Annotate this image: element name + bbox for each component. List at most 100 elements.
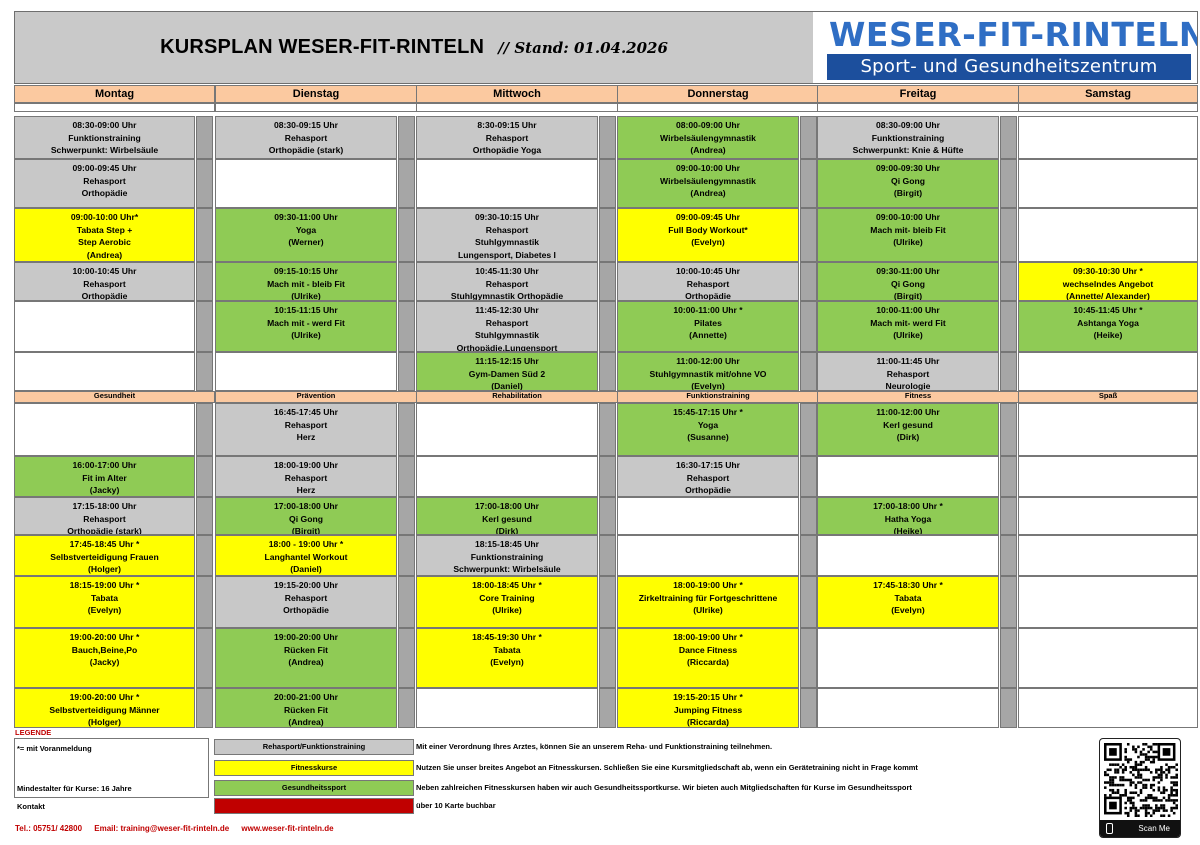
course-cell[interactable]: 09:00-10:00 Uhr Wirbelsäulengymnastik (And… <box>617 159 799 208</box>
course-cell[interactable]: 18:00 - 19:00 Uhr * Langhantel Workout (Da… <box>215 535 397 576</box>
course-cell[interactable]: 18:00-19:00 Uhr * Dance Fitness (Riccarda) <box>617 628 799 688</box>
course-cell[interactable]: 11:00-11:45 Uhr Rehasport Neurologie <box>817 352 999 391</box>
course-cell[interactable]: 19:00-20:00 Uhr * Selbstverteidigung Männ… <box>14 688 195 728</box>
empty-slot <box>14 352 195 391</box>
course-time: 11:15-12:15 Uhr <box>475 356 539 366</box>
column-separator <box>398 576 415 628</box>
qr-code[interactable]: Scan Me <box>1099 738 1181 838</box>
legend-desc-zusatz: über 10 Karte buchbar <box>416 801 496 810</box>
empty-slot <box>1018 403 1198 456</box>
course-cell[interactable]: 16:00-17:00 Uhr Fit im Alter (Jacky) <box>14 456 195 497</box>
column-separator <box>800 535 817 576</box>
course-cell[interactable]: 15:45-17:15 Uhr * Yoga (Susanne) <box>617 403 799 456</box>
course-cell[interactable]: 18:00-19:00 Uhr * Zirkeltraining für Fort… <box>617 576 799 628</box>
empty-slot <box>817 456 999 497</box>
course-cell[interactable]: 17:45-18:45 Uhr * Selbstverteidigung Frau… <box>14 535 195 576</box>
course-line: (Ulrike) <box>492 605 522 616</box>
course-time: 18:45-19:30 Uhr * <box>472 632 542 642</box>
course-time: 08:30-09:00 Uhr <box>72 120 137 130</box>
course-cell[interactable]: 10:00-11:00 Uhr Mach mit- werd Fit (Ulrike… <box>817 301 999 352</box>
course-cell[interactable]: 09:00-09:45 Uhr Rehasport Orthopädie <box>14 159 195 208</box>
course-cell[interactable]: 10:00-10:45 Uhr Rehasport Orthopädie <box>617 262 799 301</box>
course-cell[interactable]: 20:00-21:00 Uhr Rücken Fit (Andrea) <box>215 688 397 728</box>
course-line: (Daniel) <box>290 564 322 575</box>
course-cell[interactable]: 10:15-11:15 Uhr Mach mit - werd Fit (Ulrik… <box>215 301 397 352</box>
course-time: 10:15-11:15 Uhr <box>274 305 338 315</box>
course-cell[interactable]: 10:45-11:30 Uhr Rehasport Stuhlgymnastik O… <box>416 262 598 301</box>
course-cell[interactable]: 18:00-19:00 Uhr Rehasport Herz <box>215 456 397 497</box>
course-line: Rehasport <box>886 368 930 379</box>
blank-strip <box>14 103 215 112</box>
course-line: (Annette) <box>689 330 727 341</box>
course-time: 10:00-10:45 Uhr <box>675 266 740 276</box>
course-cell[interactable]: 11:00-12:00 Uhr Kerl gesund (Dirk) <box>817 403 999 456</box>
column-separator <box>800 116 817 159</box>
course-cell[interactable]: 11:45-12:30 Uhr Rehasport Stuhlgymnastik Or… <box>416 301 598 352</box>
course-line: Rehasport <box>686 472 730 483</box>
course-line: Orthopädie <box>81 188 128 199</box>
contact-email[interactable]: Email: training@weser-fit-rinteln.de <box>94 824 230 833</box>
course-cell[interactable]: 08:30-09:15 Uhr Rehasport Orthopädie (star… <box>215 116 397 159</box>
category-label: Rehabilitation <box>416 391 618 403</box>
course-line: Stuhlgymnastik mit/ohne VO <box>649 368 767 379</box>
qr-label: Scan Me <box>1138 824 1170 833</box>
column-separator <box>196 159 213 208</box>
course-cell[interactable]: 09:00-10:00 Uhr Mach mit- bleib Fit (Ulrik… <box>817 208 999 262</box>
legend-swatch-fitness: Fitnesskurse <box>214 760 414 776</box>
course-cell[interactable]: 09:15-10:15 Uhr Mach mit - bleib Fit (Ulri… <box>215 262 397 301</box>
course-line: Rehasport <box>686 278 730 289</box>
contact-phone[interactable]: Tel.: 05751/ 42800 <box>15 824 83 833</box>
empty-slot <box>1018 497 1198 535</box>
course-cell[interactable]: 17:00-18:00 Uhr * Hatha Yoga (Heike) <box>817 497 999 535</box>
course-cell[interactable]: 17:00-18:00 Uhr Qi Gong (Birgit) <box>215 497 397 535</box>
course-line: (Heike) <box>1093 330 1123 341</box>
course-cell[interactable]: 10:00-11:00 Uhr * Pilates (Annette) <box>617 301 799 352</box>
column-separator <box>800 688 817 728</box>
course-cell[interactable]: 11:15-12:15 Uhr Gym-Damen Süd 2 (Daniel) <box>416 352 598 391</box>
course-cell[interactable]: 8:30-09:15 Uhr Rehasport Orthopädie Yoga <box>416 116 598 159</box>
course-time: 09:30-11:00 Uhr <box>876 266 940 276</box>
course-cell[interactable]: 18:00-18:45 Uhr * Core Training (Ulrike) <box>416 576 598 628</box>
course-cell[interactable]: 08:30-09:00 Uhr Funktionstraining Schwerpu… <box>14 116 195 159</box>
course-cell[interactable]: 10:45-11:45 Uhr * Ashtanga Yoga (Heike) <box>1018 301 1198 352</box>
course-cell[interactable]: 18:15-19:00 Uhr * Tabata (Evelyn) <box>14 576 195 628</box>
empty-slot <box>817 535 999 576</box>
course-time: 08:00-09:00 Uhr <box>675 120 740 130</box>
course-cell[interactable]: 11:00-12:00 Uhr Stuhlgymnastik mit/ohne V… <box>617 352 799 391</box>
course-cell[interactable]: 09:00-09:45 Uhr Full Body Workout* (Evelyn… <box>617 208 799 262</box>
course-cell[interactable]: 19:00-20:00 Uhr Rücken Fit (Andrea) <box>215 628 397 688</box>
course-cell[interactable]: 19:15-20:00 Uhr Rehasport Orthopädie <box>215 576 397 628</box>
qr-code-icon <box>1104 743 1178 817</box>
course-cell[interactable]: 16:45-17:45 Uhr Rehasport Herz <box>215 403 397 456</box>
course-cell[interactable]: 16:30-17:15 Uhr Rehasport Orthopädie <box>617 456 799 497</box>
course-cell[interactable]: 09:30-11:00 Uhr Yoga (Werner) <box>215 208 397 262</box>
course-cell[interactable]: 10:00-10:45 Uhr Rehasport Orthopädie <box>14 262 195 301</box>
course-cell[interactable]: 08:00-09:00 Uhr Wirbelsäulengymnastik (And… <box>617 116 799 159</box>
day-header-2: Mittwoch <box>416 85 618 103</box>
day-header-1: Dienstag <box>215 85 417 103</box>
course-cell[interactable]: 09:00-10:00 Uhr* Tabata Step + Step Aerobi… <box>14 208 195 262</box>
course-cell[interactable]: 17:15-18:00 Uhr Rehasport Orthopädie (star… <box>14 497 195 535</box>
course-cell[interactable]: 09:30-10:30 Uhr * wechselndes Angebot (Ann… <box>1018 262 1198 301</box>
course-cell[interactable]: 09:00-09:30 Uhr Qi Gong (Birgit) <box>817 159 999 208</box>
course-time: 08:30-09:15 Uhr <box>273 120 338 130</box>
course-cell[interactable]: 08:30-09:00 Uhr Funktionstraining Schwerpu… <box>817 116 999 159</box>
course-line: Yoga <box>295 224 317 235</box>
course-line: Schwerpunkt: Wirbelsäule <box>50 145 159 156</box>
course-cell[interactable]: 19:15-20:15 Uhr * Jumping Fitness (Riccard… <box>617 688 799 728</box>
column-separator <box>599 301 616 352</box>
course-line: Gym-Damen Süd 2 <box>468 368 546 379</box>
course-line: Orthopädie <box>685 485 731 496</box>
course-cell[interactable]: 18:15-18:45 Uhr Funktionstraining Schwerpu… <box>416 535 598 576</box>
course-cell[interactable]: 09:30-11:00 Uhr Qi Gong (Birgit) <box>817 262 999 301</box>
course-cell[interactable]: 17:00-18:00 Uhr Kerl gesund (Dirk) <box>416 497 598 535</box>
course-cell[interactable]: 19:00-20:00 Uhr * Bauch,Beine,Po (Jacky) <box>14 628 195 688</box>
course-cell[interactable]: 18:45-19:30 Uhr * Tabata (Evelyn) <box>416 628 598 688</box>
course-cell[interactable]: 09:30-10:15 Uhr Rehasport Stuhlgymnastik Lu… <box>416 208 598 262</box>
course-time: 09:30-11:00 Uhr <box>274 212 338 222</box>
contact-website[interactable]: www.weser-fit-rinteln.de <box>241 824 334 833</box>
title-bar: KURSPLAN WESER-FIT-RINTELN // Stand: 01.… <box>15 12 813 83</box>
course-line: Orthopädie (stark) <box>67 526 142 535</box>
course-cell[interactable]: 17:45-18:30 Uhr * Tabata (Evelyn) <box>817 576 999 628</box>
column-separator <box>599 159 616 208</box>
